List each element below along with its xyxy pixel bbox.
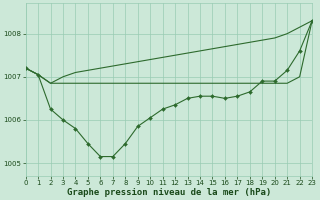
X-axis label: Graphe pression niveau de la mer (hPa): Graphe pression niveau de la mer (hPa) xyxy=(67,188,271,197)
